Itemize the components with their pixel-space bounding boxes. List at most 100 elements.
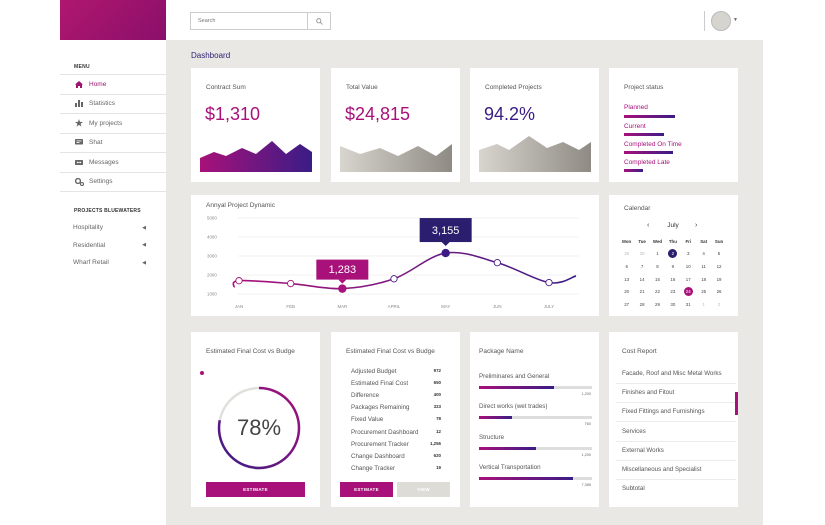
sidebar-item-home[interactable]: Home [60,75,166,95]
cost-report-item[interactable]: Services [622,427,646,435]
row-value: 620 [433,452,441,458]
search-button[interactable] [308,13,330,29]
estimate-button[interactable]: ESTIMATE [340,482,393,497]
calendar-day[interactable]: 11 [696,262,711,271]
cost-report-item[interactable]: External Works [622,446,664,454]
row-value: 19 [436,464,441,470]
calendar-day[interactable]: 1 [650,249,665,258]
row-label: Change Dashboard [351,452,405,460]
calendar-day[interactable]: 15 [650,275,665,284]
calendar-day[interactable]: 20 [619,287,634,296]
calendar-day[interactable]: 5 [711,249,726,258]
sidebar-item-settings[interactable]: Settings [60,173,166,192]
total-value-card: Total Value $24,815 [331,68,460,182]
legend-dot [200,371,204,375]
donut-arc [217,386,301,470]
avatar[interactable] [711,11,731,31]
sidebar: MENU Home Statistics My projects Shat Me… [60,40,166,525]
calendar-day[interactable]: 29 [619,249,634,258]
calendar-day[interactable]: 22 [650,287,665,296]
gears-icon [74,177,84,186]
calendar-day[interactable]: 27 [619,300,634,309]
project-item-residential[interactable]: Residential ◀ [60,237,166,255]
day-number: 1 [702,301,705,307]
row-value: 1,256 [430,440,441,446]
status-bar-completed-late [624,169,643,172]
calendar-day[interactable]: 12 [711,262,726,271]
divider [616,459,736,461]
calendar-day[interactable]: 19 [711,275,726,284]
calendar-day[interactable]: 30 [665,300,680,309]
project-label: Wharf Retail [73,259,109,267]
package-progress-track [479,447,592,450]
cost-report-item[interactable]: Finishes and Fitout [622,389,675,397]
calendar-day[interactable]: 21 [634,287,649,296]
calendar-day[interactable]: 28 [634,300,649,309]
calendar-day[interactable]: 1 [696,300,711,309]
data-point [493,259,501,267]
calendar-day[interactable]: 7 [634,262,649,271]
day-number: 4 [702,251,705,257]
calendar-day[interactable]: 24 [681,287,696,297]
card-title: Project status [624,84,664,91]
annual-line-chart: 5000 4000 3000 2000 1000 JAN FEB MAR APRIL MAY JUN… [207,216,579,309]
weekday-label: Wed [652,238,663,244]
calendar-day[interactable]: 2 [711,300,726,309]
cost-report-item[interactable]: Facade, Roof and Misc Metal Works [622,370,722,377]
callout-pointer [338,279,347,284]
calendar-day[interactable]: 13 [619,275,634,284]
prev-month-icon[interactable]: ‹ [647,222,650,229]
calendar-day[interactable]: 3 [681,249,696,258]
day-number: 21 [639,289,645,295]
series-line [232,251,577,290]
scrollbar-thumb[interactable] [735,392,738,415]
calendar-day[interactable]: 26 [711,287,726,296]
sidebar-item-shat[interactable]: Shat [60,134,166,153]
package-progress-fill [479,416,512,419]
calendar-day[interactable]: 10 [681,262,696,271]
project-item-wharf-retail[interactable]: Wharf Retail ◀ [60,254,166,272]
view-button[interactable]: VIEW [397,482,450,497]
package-value: 760 [584,422,591,426]
package-progress-track [479,416,592,419]
calendar-day[interactable]: 23 [665,287,680,296]
cost-report-card: Cost Report Facade, Roof and Misc Metal … [609,332,738,507]
package-progress-fill [479,386,554,389]
calendar-day[interactable]: 30 [634,249,649,258]
sidebar-item-my-projects[interactable]: My projects [60,114,166,134]
calendar-day[interactable]: 9 [665,262,680,271]
project-item-hospitality[interactable]: Hospitality ◀ [60,219,166,237]
package-progress-track [479,477,592,480]
card-title: Annyal Project Dynamic [206,202,275,209]
calendar-day[interactable]: 17 [681,275,696,284]
value-callout [419,218,472,243]
calendar-day[interactable]: 16 [665,275,680,284]
calendar-day[interactable]: 29 [650,300,665,309]
day-number: 15 [655,276,660,282]
chevron-down-icon[interactable]: ▼ [733,17,738,23]
search-input[interactable] [191,13,308,29]
brand-logo[interactable] [60,0,166,40]
sidebar-item-statistics[interactable]: Statistics [60,95,166,114]
day-number: 7 [640,263,644,269]
cost-report-item[interactable]: Fixed Fittings and Furnishings [622,408,705,416]
value-callout-text: 1,283 [329,264,357,276]
est-cost-row: Adjusted Budget 972 [351,368,441,375]
cost-report-item[interactable]: Subtotal [622,485,645,493]
sidebar-item-messages[interactable]: Messages [60,153,166,173]
next-month-icon[interactable]: › [695,222,698,229]
calendar-day[interactable]: 4 [696,249,711,258]
row-label: Packages Remaining [351,404,410,412]
cost-report-item[interactable]: Miscellaneous and Specialist [622,466,702,473]
day-number: 28 [639,301,645,307]
calendar-day[interactable]: 8 [650,262,665,271]
package-label: Structure [479,434,505,441]
status-bar-planned [624,115,675,118]
calendar-day[interactable]: 25 [696,287,711,296]
calendar-day[interactable]: 6 [619,262,634,271]
calendar-day[interactable]: 2 [665,249,680,259]
calendar-day[interactable]: 14 [634,275,649,284]
estimate-button[interactable]: ESTIMATE [206,482,305,497]
calendar-day[interactable]: 18 [696,275,711,284]
calendar-day[interactable]: 31 [681,300,696,309]
